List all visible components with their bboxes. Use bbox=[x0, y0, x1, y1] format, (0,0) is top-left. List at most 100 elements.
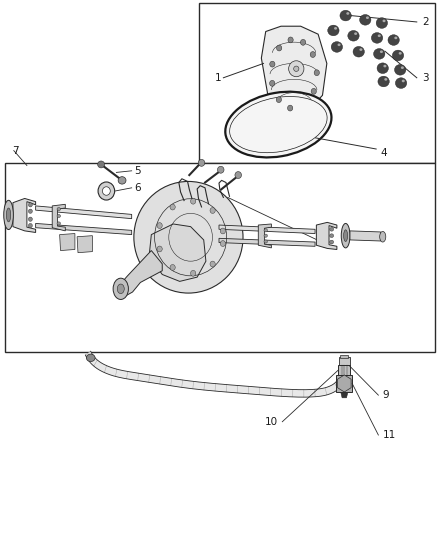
Ellipse shape bbox=[374, 49, 385, 59]
Ellipse shape bbox=[310, 52, 315, 58]
Text: 10: 10 bbox=[265, 417, 278, 427]
Polygon shape bbox=[258, 224, 272, 248]
Polygon shape bbox=[219, 238, 315, 246]
Bar bbox=[199, 3, 435, 163]
Ellipse shape bbox=[230, 96, 327, 152]
Ellipse shape bbox=[7, 208, 11, 222]
Ellipse shape bbox=[4, 200, 13, 230]
Ellipse shape bbox=[264, 234, 268, 237]
Text: 9: 9 bbox=[383, 390, 389, 400]
Text: 6: 6 bbox=[134, 183, 141, 193]
Ellipse shape bbox=[330, 240, 334, 244]
Ellipse shape bbox=[380, 231, 386, 242]
Ellipse shape bbox=[371, 33, 383, 43]
Text: 5: 5 bbox=[134, 166, 141, 176]
Ellipse shape bbox=[384, 78, 387, 80]
Ellipse shape bbox=[270, 80, 275, 86]
Ellipse shape bbox=[354, 33, 357, 35]
Ellipse shape bbox=[328, 25, 339, 36]
Polygon shape bbox=[341, 392, 348, 398]
Bar bbox=[338, 366, 350, 375]
Ellipse shape bbox=[220, 228, 226, 234]
Bar bbox=[5, 163, 435, 352]
Ellipse shape bbox=[348, 30, 359, 41]
Ellipse shape bbox=[341, 223, 350, 248]
Ellipse shape bbox=[264, 240, 268, 243]
Ellipse shape bbox=[57, 222, 60, 225]
Ellipse shape bbox=[28, 223, 32, 228]
Polygon shape bbox=[60, 233, 75, 251]
Polygon shape bbox=[119, 251, 162, 297]
Ellipse shape bbox=[225, 92, 332, 157]
Ellipse shape bbox=[360, 14, 371, 25]
Polygon shape bbox=[350, 231, 381, 241]
Ellipse shape bbox=[289, 61, 304, 77]
Ellipse shape bbox=[210, 261, 215, 267]
Polygon shape bbox=[77, 236, 92, 253]
Ellipse shape bbox=[402, 79, 405, 82]
Ellipse shape bbox=[218, 166, 224, 173]
Ellipse shape bbox=[392, 50, 404, 61]
Polygon shape bbox=[13, 198, 35, 232]
Text: 2: 2 bbox=[422, 17, 429, 27]
Ellipse shape bbox=[377, 63, 389, 74]
Ellipse shape bbox=[98, 182, 115, 200]
Ellipse shape bbox=[334, 27, 337, 30]
Ellipse shape bbox=[276, 45, 282, 51]
Bar bbox=[340, 355, 348, 358]
Ellipse shape bbox=[288, 37, 293, 43]
Ellipse shape bbox=[330, 234, 334, 238]
Ellipse shape bbox=[28, 203, 32, 207]
Polygon shape bbox=[261, 26, 327, 117]
Ellipse shape bbox=[293, 66, 299, 71]
Text: 4: 4 bbox=[381, 148, 387, 158]
Ellipse shape bbox=[359, 49, 362, 51]
Ellipse shape bbox=[220, 240, 226, 246]
Ellipse shape bbox=[210, 207, 215, 213]
Polygon shape bbox=[35, 206, 132, 219]
Text: 7: 7 bbox=[12, 146, 18, 156]
Ellipse shape bbox=[388, 35, 399, 45]
Ellipse shape bbox=[382, 20, 385, 22]
Ellipse shape bbox=[311, 88, 316, 94]
Ellipse shape bbox=[353, 46, 364, 57]
Ellipse shape bbox=[366, 17, 369, 19]
Ellipse shape bbox=[383, 64, 386, 67]
Polygon shape bbox=[149, 224, 206, 281]
Ellipse shape bbox=[134, 181, 243, 293]
Ellipse shape bbox=[118, 176, 126, 184]
Ellipse shape bbox=[191, 270, 196, 276]
Ellipse shape bbox=[395, 64, 406, 75]
Ellipse shape bbox=[340, 10, 351, 21]
Text: 11: 11 bbox=[383, 430, 396, 440]
Ellipse shape bbox=[380, 51, 383, 53]
Ellipse shape bbox=[191, 198, 196, 204]
Ellipse shape bbox=[157, 223, 162, 229]
Polygon shape bbox=[85, 351, 347, 397]
Ellipse shape bbox=[330, 228, 334, 231]
Ellipse shape bbox=[346, 12, 350, 15]
Ellipse shape bbox=[287, 105, 293, 111]
Ellipse shape bbox=[394, 37, 397, 39]
Ellipse shape bbox=[198, 159, 205, 166]
Polygon shape bbox=[338, 375, 351, 392]
Polygon shape bbox=[219, 225, 315, 233]
Ellipse shape bbox=[170, 264, 175, 270]
Polygon shape bbox=[35, 223, 132, 235]
Ellipse shape bbox=[28, 209, 32, 213]
Ellipse shape bbox=[378, 35, 381, 37]
Ellipse shape bbox=[401, 66, 404, 69]
Polygon shape bbox=[316, 222, 337, 249]
Ellipse shape bbox=[378, 76, 389, 87]
Bar bbox=[339, 358, 350, 366]
Ellipse shape bbox=[57, 214, 60, 217]
Ellipse shape bbox=[235, 172, 241, 179]
Ellipse shape bbox=[300, 39, 306, 45]
Ellipse shape bbox=[276, 96, 282, 102]
Text: 3: 3 bbox=[422, 73, 429, 83]
Ellipse shape bbox=[338, 44, 341, 46]
Ellipse shape bbox=[331, 42, 343, 52]
Ellipse shape bbox=[264, 229, 268, 232]
Ellipse shape bbox=[314, 70, 319, 76]
Ellipse shape bbox=[344, 230, 348, 241]
